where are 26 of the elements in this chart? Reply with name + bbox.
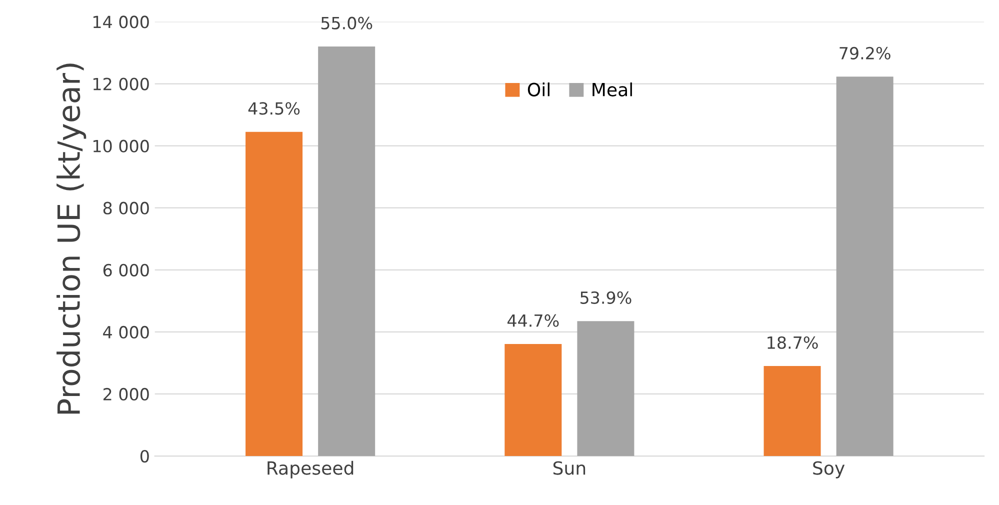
y-tick-label: 8 000 [103, 202, 149, 214]
annotation: 53.9% [580, 291, 632, 304]
y-tick-label: 0 [140, 450, 149, 463]
annotation: 18.7% [768, 336, 818, 349]
y-tick-label: 14 000 [93, 16, 149, 28]
bar [504, 344, 562, 456]
x-tick-label: Rapeseed [268, 460, 354, 478]
y-tick-label: 10 000 [93, 140, 149, 152]
legend-label: Oil [528, 82, 550, 96]
annotation: 43.5% [248, 102, 300, 115]
bar [577, 321, 634, 456]
annotation: 44.7% [507, 314, 559, 327]
y-axis-title: Production UE (kt/year) [56, 64, 86, 414]
bar [836, 76, 894, 456]
y-tick-label: 6 000 [103, 264, 149, 276]
annotation: 55.0% [321, 16, 372, 30]
annotation: 79.2% [840, 46, 890, 60]
x-tick-label: Soy [813, 461, 845, 478]
x-tick-label: Sun [553, 461, 586, 475]
y-tick-label: 2 000 [103, 388, 149, 401]
legend-label: Meal [592, 82, 632, 96]
bar [318, 46, 376, 456]
bar [246, 132, 303, 456]
bar [764, 366, 821, 456]
y-tick-label: 12 000 [93, 78, 149, 90]
y-tick-label: 4 000 [103, 326, 149, 338]
